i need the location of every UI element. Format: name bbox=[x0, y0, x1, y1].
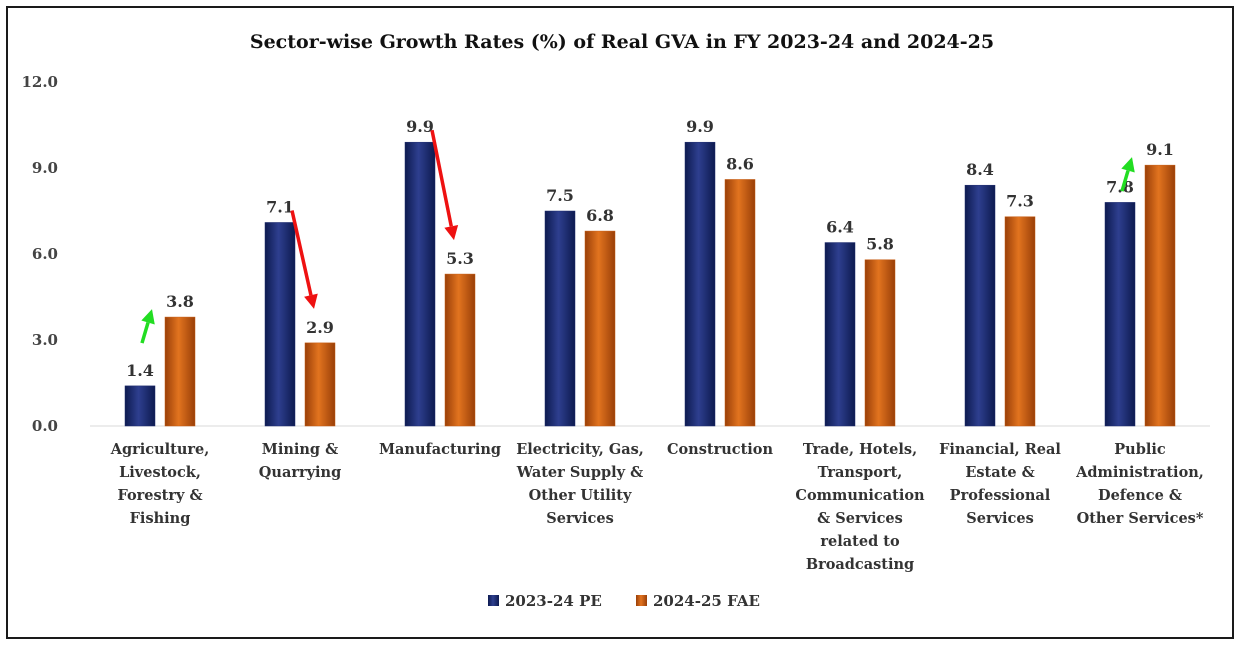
trend-arrows bbox=[140, 129, 1135, 344]
bar-pe bbox=[684, 141, 716, 427]
legend-swatch bbox=[636, 595, 647, 606]
data-label: 3.8 bbox=[166, 292, 194, 311]
red-down-arrow bbox=[430, 129, 459, 241]
data-label: 8.6 bbox=[726, 154, 754, 173]
legend-label: 2024-25 FAE bbox=[653, 592, 760, 610]
data-label: 6.8 bbox=[586, 206, 614, 225]
category-label: Construction bbox=[667, 441, 774, 458]
chart-title: Sector-wise Growth Rates (%) of Real GVA… bbox=[250, 31, 994, 53]
y-tick-label: 12.0 bbox=[21, 73, 58, 91]
bar-pe bbox=[1104, 202, 1136, 427]
chart-frame: Sector-wise Growth Rates (%) of Real GVA… bbox=[6, 6, 1234, 639]
category-label: Public Administration, Defence & Other Serv… bbox=[1075, 441, 1204, 527]
data-label: 1.4 bbox=[126, 361, 154, 380]
bar-fae bbox=[1144, 164, 1176, 427]
legend-swatch bbox=[488, 595, 499, 606]
bars bbox=[124, 141, 1176, 427]
bar-fae bbox=[1004, 216, 1036, 427]
bar-fae bbox=[584, 230, 616, 427]
y-tick-label: 3.0 bbox=[32, 331, 58, 349]
bar-fae bbox=[864, 259, 896, 427]
data-label: 6.4 bbox=[826, 218, 854, 237]
y-tick-label: 9.0 bbox=[32, 159, 58, 177]
data-label: 7.8 bbox=[1106, 177, 1134, 196]
y-tick-label: 0.0 bbox=[32, 417, 58, 435]
data-label: 7.3 bbox=[1006, 192, 1034, 211]
data-label: 9.9 bbox=[686, 117, 714, 136]
data-label: 5.8 bbox=[866, 235, 894, 254]
category-label: Financial, Real Estate & Professional Servi… bbox=[939, 441, 1061, 527]
data-label: 5.3 bbox=[446, 249, 474, 268]
data-label: 8.4 bbox=[966, 160, 994, 179]
data-label: 9.1 bbox=[1146, 140, 1174, 159]
bar-pe bbox=[404, 141, 436, 427]
legend-label: 2023-24 PE bbox=[505, 592, 602, 610]
category-label: Mining & Quarrying bbox=[259, 441, 341, 481]
green-up-arrow bbox=[140, 309, 155, 344]
bar-fae bbox=[724, 179, 756, 427]
bar-pe bbox=[544, 210, 576, 427]
data-label: 2.9 bbox=[306, 318, 334, 337]
bar-fae bbox=[304, 342, 336, 427]
category-label: Electricity, Gas, Water Supply & Other Uti… bbox=[516, 441, 644, 527]
category-label: Manufacturing bbox=[379, 441, 501, 458]
y-axis: 0.0 3.0 6.0 9.0 12.0 bbox=[21, 73, 58, 435]
bar-fae bbox=[164, 316, 196, 427]
category-labels: Agriculture, Livestock, Forestry & Fishing M… bbox=[110, 441, 1204, 573]
y-tick-label: 6.0 bbox=[32, 245, 58, 263]
bar-pe bbox=[824, 242, 856, 427]
bar-pe bbox=[264, 222, 296, 427]
legend: 2023-24 PE 2024-25 FAE bbox=[488, 592, 760, 610]
red-down-arrow bbox=[290, 210, 318, 309]
category-label: Agriculture, Livestock, Forestry & Fishing bbox=[110, 441, 210, 527]
bar-chart: Sector-wise Growth Rates (%) of Real GVA… bbox=[21, 31, 1210, 610]
bar-fae bbox=[444, 273, 476, 427]
bar-pe bbox=[124, 385, 156, 427]
green-up-arrow bbox=[1120, 157, 1135, 192]
data-label: 7.5 bbox=[546, 186, 574, 205]
data-label: 9.9 bbox=[406, 117, 434, 136]
data-label: 7.1 bbox=[266, 197, 294, 216]
bar-pe bbox=[964, 184, 996, 427]
category-label: Trade, Hotels, Transport, Communication & S… bbox=[795, 441, 925, 573]
data-labels: 1.4 3.8 7.1 2.9 9.9 5.3 7.5 6.8 9.9 8.6 6.4 5.8 8.4 7… bbox=[126, 117, 1174, 380]
